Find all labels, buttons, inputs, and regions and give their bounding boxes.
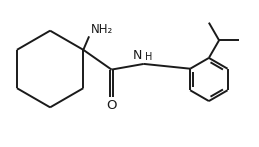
Text: H: H <box>145 51 152 61</box>
Text: NH₂: NH₂ <box>91 23 113 36</box>
Text: N: N <box>133 49 142 61</box>
Text: O: O <box>106 99 117 112</box>
